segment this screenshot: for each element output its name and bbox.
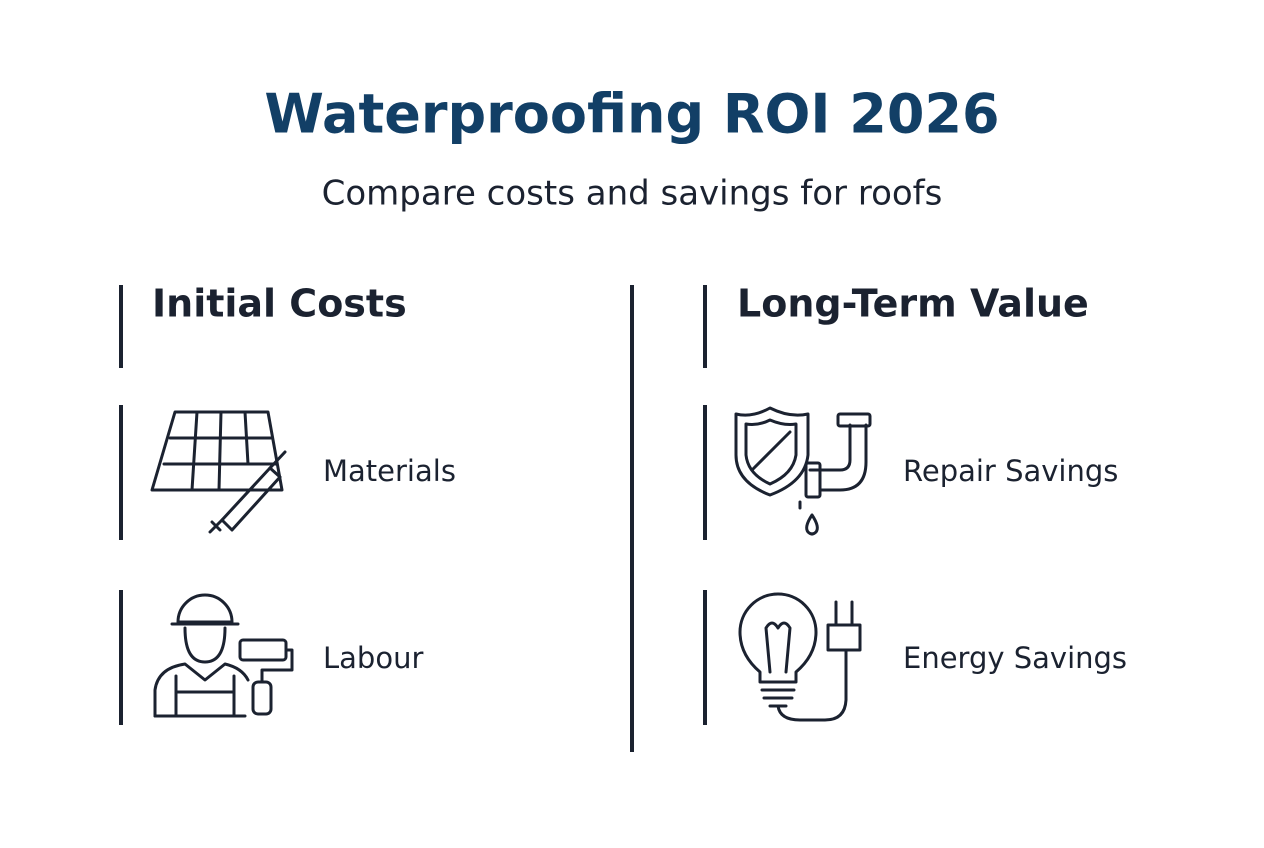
item-label: Labour: [323, 641, 423, 675]
item-label: Repair Savings: [903, 454, 1118, 488]
item-label: Energy Savings: [903, 641, 1127, 675]
title: Waterproofing ROI 2026: [264, 83, 999, 146]
column-heading: Initial Costs: [152, 282, 407, 326]
item-label: Materials: [323, 454, 456, 488]
materials-icon: [150, 410, 287, 534]
column-heading: Long-Term Value: [737, 282, 1089, 326]
subtitle: Compare costs and savings for roofs: [322, 174, 943, 214]
repair-savings-icon: [734, 406, 872, 536]
energy-savings-icon: [738, 592, 862, 722]
labour-icon: [153, 593, 294, 718]
